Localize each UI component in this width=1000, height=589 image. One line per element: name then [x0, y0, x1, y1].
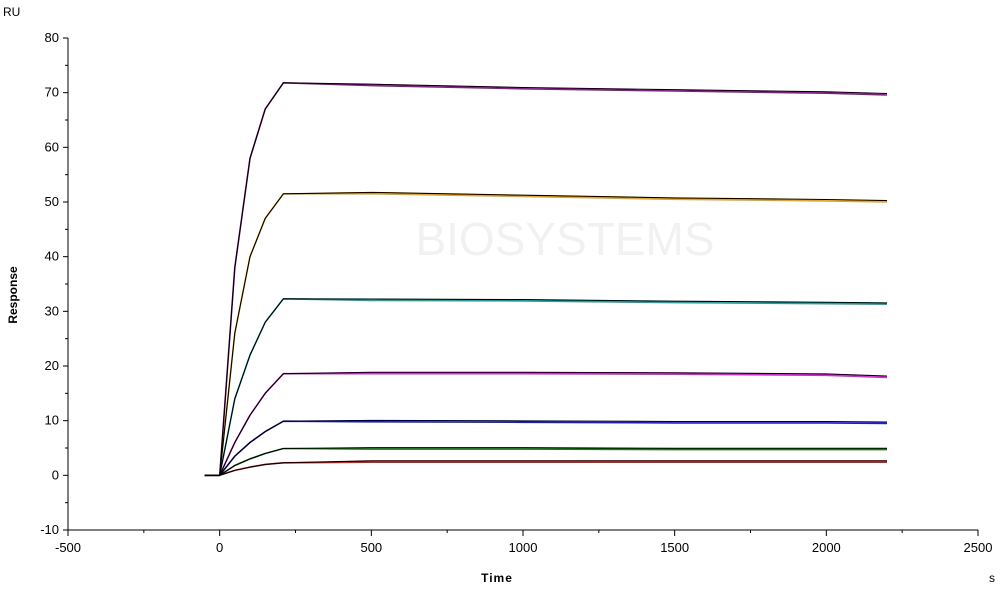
fit-line-3 [204, 298, 888, 476]
watermark-text: BIOSYSTEMS [415, 213, 714, 265]
y-tick-label: 50 [45, 194, 59, 209]
series-line-7 [204, 461, 887, 477]
y-ticks: -10 0 10 20 30 40 50 60 70 80 [40, 30, 68, 537]
y-tick-label: 20 [45, 358, 59, 373]
x-unit-label: s [989, 571, 995, 585]
fit-line-7 [204, 460, 887, 476]
y-tick-label: 60 [45, 139, 59, 154]
series-line-4 [204, 372, 888, 477]
y-tick-label: 70 [45, 85, 59, 100]
y-tick-label: 80 [45, 30, 59, 45]
x-tick-label: 1500 [660, 540, 689, 555]
y-tick-label: -10 [40, 522, 59, 537]
x-tick-label: 1000 [509, 540, 538, 555]
series-line-1 [204, 82, 888, 477]
x-ticks: -500 0 500 1000 1500 2000 2500 [55, 530, 992, 555]
x-tick-label: 2000 [812, 540, 841, 555]
y-axis-title: Response [6, 266, 20, 324]
series-layer [204, 82, 888, 477]
x-tick-label: 0 [216, 540, 223, 555]
x-tick-label: -500 [55, 540, 81, 555]
x-axis-title: Time [481, 571, 513, 585]
fit-line-5 [204, 419, 888, 476]
y-unit-label: RU [3, 5, 20, 19]
fit-line-1 [204, 82, 888, 476]
fit-line-6 [204, 447, 887, 476]
y-tick-label: 10 [45, 413, 59, 428]
y-tick-label: 30 [45, 303, 59, 318]
x-tick-label: 500 [360, 540, 382, 555]
fit-line-2 [204, 191, 888, 476]
x-tick-label: 2500 [964, 540, 993, 555]
watermark: BIOSYSTEMS [415, 213, 714, 265]
fit-layer [204, 82, 888, 476]
fit-line-4 [204, 371, 888, 476]
y-tick-label: 0 [52, 467, 59, 482]
y-tick-label: 40 [45, 249, 59, 264]
